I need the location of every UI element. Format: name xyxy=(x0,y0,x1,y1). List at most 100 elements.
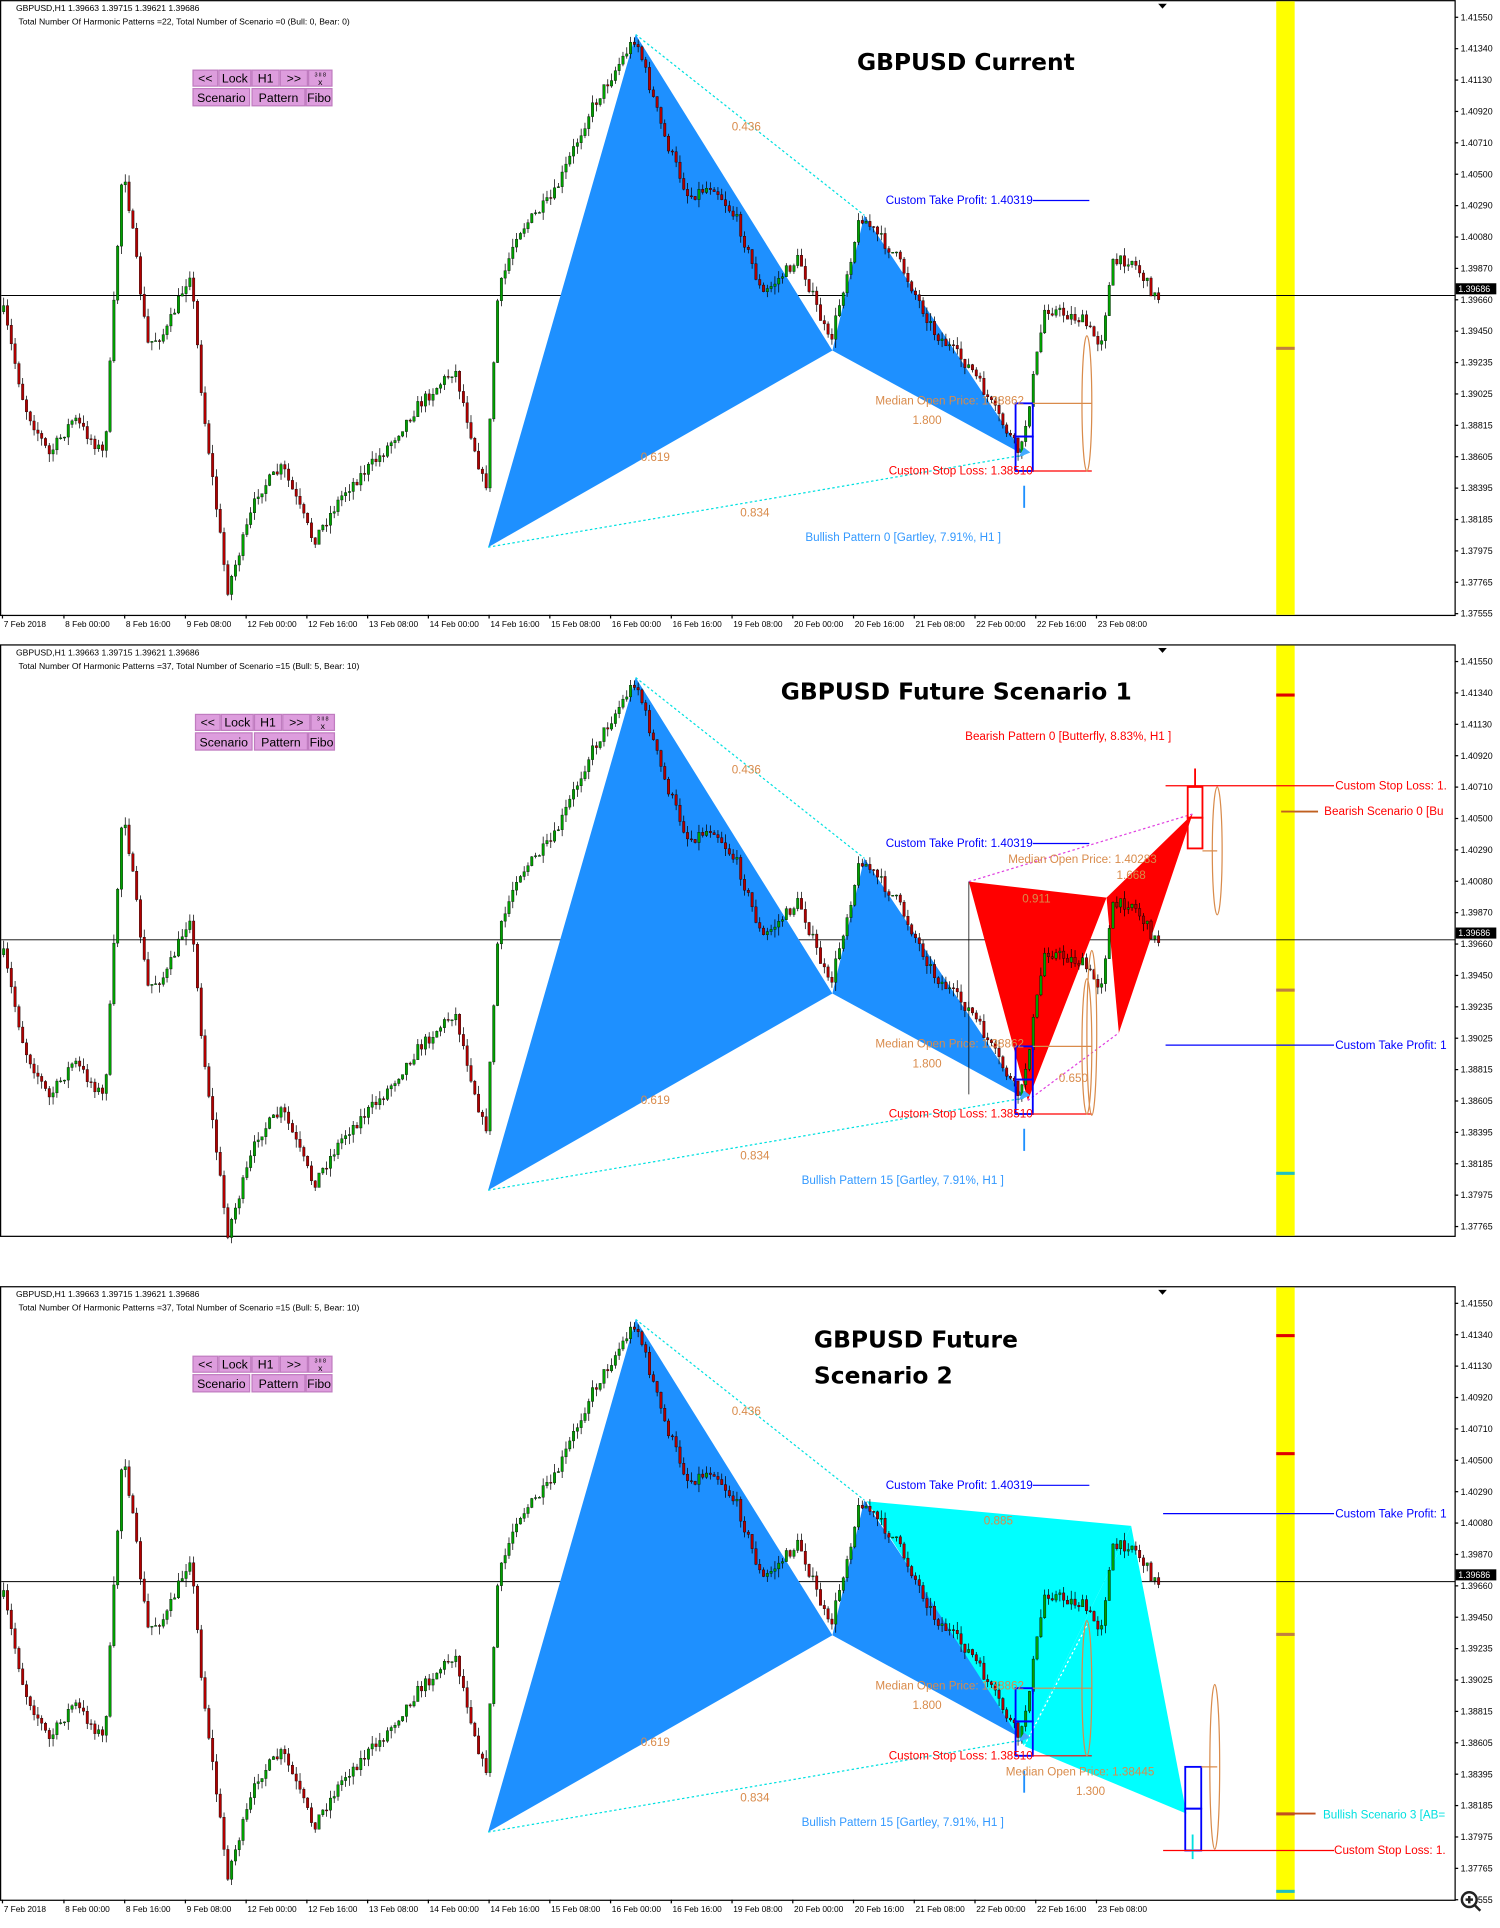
candle-body xyxy=(583,771,587,779)
scenario-name-label: Bullish Scenario 3 [AB= xyxy=(1323,1809,1445,1822)
candle xyxy=(1126,901,1130,915)
candle-body xyxy=(78,1060,82,1067)
candle xyxy=(659,749,663,772)
fibo-button[interactable]: Fibo xyxy=(307,732,336,751)
candle xyxy=(93,1078,97,1098)
mini-settings-button[interactable]: 3 ll 8x xyxy=(310,713,336,731)
candle-body xyxy=(412,1059,416,1065)
price-axis-label: 1.40500 xyxy=(1461,814,1493,824)
candle-body xyxy=(496,300,499,363)
candle-body xyxy=(515,238,518,248)
candle xyxy=(9,961,13,994)
candle xyxy=(21,1662,25,1686)
candle xyxy=(408,1703,412,1708)
timeframe-button[interactable]: H1 xyxy=(253,713,283,732)
candle xyxy=(196,1584,199,1634)
candle xyxy=(857,1498,860,1530)
candle xyxy=(659,1391,663,1414)
candle-body xyxy=(473,1722,477,1737)
price-axis-label: 1.39660 xyxy=(1461,295,1493,305)
next-button[interactable]: >> xyxy=(279,69,308,87)
candle-body xyxy=(845,1559,849,1578)
candle xyxy=(13,1622,17,1654)
candle-body xyxy=(1077,320,1081,323)
price-axis-label: 1.40290 xyxy=(1461,201,1493,211)
timeframe-button[interactable]: H1 xyxy=(251,69,280,87)
time-axis-label: 20 Feb 00:00 xyxy=(794,619,844,629)
candle-body xyxy=(929,1605,933,1608)
candle xyxy=(682,815,686,834)
candle xyxy=(329,1790,332,1819)
candle xyxy=(363,465,367,482)
zoom-in-icon[interactable] xyxy=(1460,1891,1482,1912)
candle-body xyxy=(678,161,682,179)
next-button[interactable]: >> xyxy=(282,713,311,732)
pattern-button[interactable]: Pattern xyxy=(251,1374,306,1393)
scenario-button[interactable]: Scenario xyxy=(192,87,251,107)
candle xyxy=(701,1469,705,1480)
button-label: x xyxy=(318,77,323,87)
next-button[interactable]: >> xyxy=(279,1355,308,1373)
candle xyxy=(82,1058,85,1074)
fibo-button[interactable]: Fibo xyxy=(305,1374,333,1393)
candle-body xyxy=(123,181,127,186)
candle-body xyxy=(1085,314,1088,327)
scenario-button[interactable]: Scenario xyxy=(194,732,253,751)
time-axis-label: 12 Feb 00:00 xyxy=(247,1904,297,1914)
candle-body xyxy=(1096,979,1100,988)
candle xyxy=(1009,1072,1012,1080)
candle xyxy=(868,214,872,231)
candle-body xyxy=(686,1473,689,1481)
candle xyxy=(366,462,370,482)
fibo-button[interactable]: Fibo xyxy=(305,87,333,107)
candle xyxy=(1016,437,1020,461)
candle-body xyxy=(348,491,351,493)
candle-body xyxy=(575,1427,579,1432)
candle xyxy=(51,1086,55,1105)
candle xyxy=(587,1398,591,1421)
timeframe-button[interactable]: H1 xyxy=(251,1355,280,1373)
candle-body xyxy=(317,1172,321,1188)
candle xyxy=(473,1721,477,1738)
candle xyxy=(473,1079,477,1096)
mini-settings-button[interactable]: 3 ll 8x xyxy=(307,1355,333,1373)
candle xyxy=(967,1643,971,1654)
candle xyxy=(781,916,784,927)
candle xyxy=(940,975,944,991)
lock-button[interactable]: Lock xyxy=(218,69,252,87)
mini-settings-button[interactable]: 3 ll 8x xyxy=(307,69,333,87)
candle-body xyxy=(1024,425,1028,442)
candle-body xyxy=(967,1007,971,1011)
candle xyxy=(1028,1690,1031,1714)
candle-body xyxy=(587,1401,591,1414)
candle-body xyxy=(819,304,822,321)
candle xyxy=(556,182,560,189)
candle-body xyxy=(750,249,754,264)
candle xyxy=(1096,974,1100,995)
candle xyxy=(872,868,876,876)
candle-body xyxy=(1054,309,1058,316)
candle xyxy=(974,1652,978,1665)
lock-button[interactable]: Lock xyxy=(220,713,254,732)
prev-button[interactable]: << xyxy=(192,1355,219,1373)
candle xyxy=(591,1380,594,1408)
candle xyxy=(803,258,807,287)
candle-body xyxy=(1142,272,1145,281)
candle xyxy=(66,1703,70,1730)
pattern-button[interactable]: Pattern xyxy=(253,732,308,751)
candle-body xyxy=(982,378,986,395)
candle-body xyxy=(469,422,473,439)
candle xyxy=(898,1534,902,1548)
lock-button[interactable]: Lock xyxy=(218,1355,252,1373)
pattern-button[interactable]: Pattern xyxy=(251,87,306,107)
candle-body xyxy=(594,745,598,748)
prev-button[interactable]: << xyxy=(194,713,221,732)
candle xyxy=(25,1680,28,1705)
scenario-button[interactable]: Scenario xyxy=(192,1374,251,1393)
prev-button[interactable]: << xyxy=(192,69,219,87)
candle-body xyxy=(173,312,177,315)
candle xyxy=(1024,1063,1028,1090)
candle-body xyxy=(1145,1562,1149,1566)
button-label: >> xyxy=(287,71,301,85)
candle xyxy=(1123,1532,1126,1559)
